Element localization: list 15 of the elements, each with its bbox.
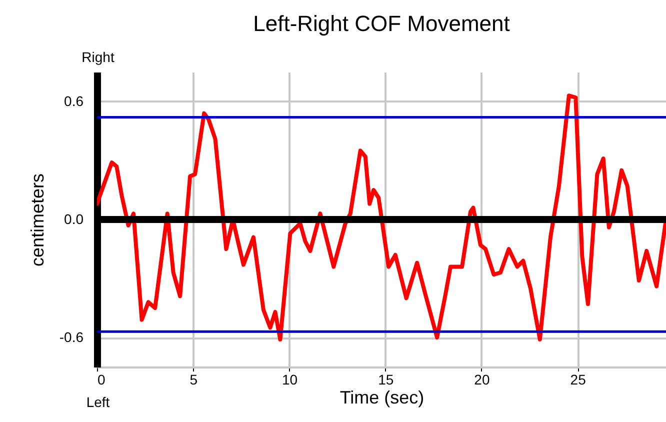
x-tick-label: 0 <box>98 372 106 388</box>
x-tick-label: 5 <box>190 372 198 388</box>
y-tick-label: 0.0 <box>64 211 84 227</box>
x-tick-label: 25 <box>570 372 586 388</box>
text: Left <box>86 394 110 410</box>
text: Right <box>82 49 114 65</box>
line-series <box>97 94 666 342</box>
x-tick-label: 15 <box>378 372 394 388</box>
x-axis-title: Time (sec) <box>340 388 424 408</box>
y-tick-label: -0.6 <box>59 329 84 345</box>
chart-title: Left-Right COF Movement <box>253 11 510 36</box>
x-tick-label: 10 <box>282 372 298 388</box>
y-axis-title: centimeters <box>27 173 48 267</box>
x-tick-label: 20 <box>474 372 490 388</box>
y-tick-label: 0.6 <box>64 93 84 109</box>
